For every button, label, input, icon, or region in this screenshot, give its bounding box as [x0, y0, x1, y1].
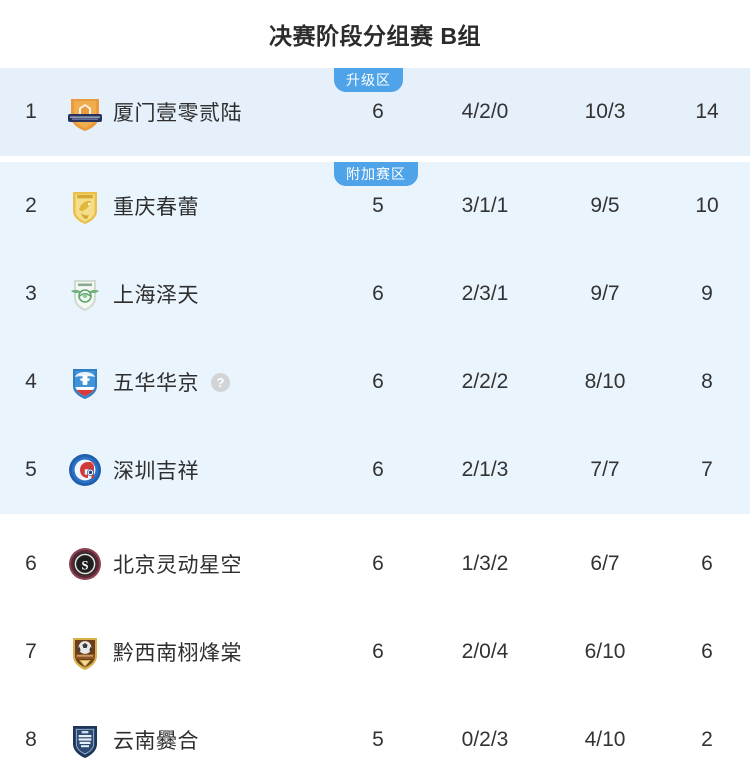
wuhua-shield-icon: [66, 363, 104, 401]
wdl-cell: 3/1/1: [461, 194, 509, 217]
team-name: 厦门壹零贰陆: [113, 102, 242, 125]
goals-cell: 8/10: [584, 370, 626, 393]
rank-cell: 5: [25, 458, 37, 481]
qianxinan-shield-icon: [66, 633, 104, 671]
shanghai-shield-icon: [66, 275, 104, 313]
wdl-cell: 2/2/2: [461, 370, 509, 393]
rank-cell: 8: [25, 728, 37, 751]
rank-cell: 4: [25, 370, 37, 393]
table-row[interactable]: 1 厦门壹零贰陆 6: [0, 68, 750, 156]
table-row[interactable]: 6 S 北京灵动星空 6 1/3/2: [0, 520, 750, 608]
shenzhen-circle-icon: [66, 451, 104, 489]
points-cell: 6: [701, 640, 713, 663]
goals-cell: 4/10: [584, 728, 626, 751]
team-name: 重庆春蕾: [113, 196, 199, 219]
played-cell: 5: [372, 194, 384, 217]
wdl-cell: 4/2/0: [461, 100, 509, 123]
plain-zone-block: 6 S 北京灵动星空 6 1/3/2: [0, 520, 750, 774]
played-cell: 6: [372, 100, 384, 123]
table-row[interactable]: 7: [0, 608, 750, 696]
points-cell: 14: [695, 100, 719, 123]
team-name: 深圳吉祥: [113, 460, 199, 483]
xiamen-shield-icon: [66, 93, 104, 131]
table-row[interactable]: 3 上海泽天: [0, 250, 750, 338]
goals-cell: 9/7: [590, 282, 620, 305]
zone-divider: [0, 514, 750, 520]
svg-text:S: S: [82, 559, 89, 573]
points-cell: 6: [701, 552, 713, 575]
team-name: 黔西南栩烽棠: [113, 642, 242, 665]
team-name: 云南爨合: [113, 730, 199, 753]
beijing-circle-icon: S: [66, 545, 104, 583]
team-cell[interactable]: 上海泽天: [62, 275, 332, 313]
team-cell[interactable]: 重庆春蕾: [62, 187, 332, 225]
page-header: 决赛阶段分组赛 B组: [0, 0, 750, 68]
page-title: 决赛阶段分组赛 B组: [269, 23, 481, 49]
question-mark-icon[interactable]: ?: [211, 372, 230, 392]
wdl-cell: 1/3/2: [461, 552, 509, 575]
team-name: 五华华京: [113, 372, 199, 395]
team-cell[interactable]: 五华华京 ?: [62, 363, 332, 401]
points-cell: 10: [695, 194, 719, 217]
team-cell[interactable]: 黔西南栩烽棠: [62, 633, 332, 671]
playoff-zone-badge: 附加赛区: [334, 162, 418, 186]
table-row[interactable]: 5 深圳吉祥 6: [0, 426, 750, 514]
played-cell: 6: [372, 640, 384, 663]
wdl-cell: 2/0/4: [461, 640, 509, 663]
team-cell[interactable]: 深圳吉祥: [62, 451, 332, 489]
goals-cell: 6/10: [584, 640, 626, 663]
wdl-cell: 0/2/3: [461, 728, 509, 751]
played-cell: 6: [372, 458, 384, 481]
table-row[interactable]: 8 云南爨合: [0, 696, 750, 774]
goals-cell: 7/7: [590, 458, 620, 481]
team-cell[interactable]: 云南爨合: [62, 721, 332, 759]
team-name: 北京灵动星空: [113, 554, 242, 577]
points-cell: 8: [701, 370, 713, 393]
played-cell: 6: [372, 282, 384, 305]
yunnan-shield-icon: [66, 721, 104, 759]
team-name: 上海泽天: [113, 284, 199, 307]
rank-cell: 6: [25, 552, 37, 575]
played-cell: 6: [372, 552, 384, 575]
goals-cell: 9/5: [590, 194, 620, 217]
table-row[interactable]: 2 重庆春蕾 5 3/1/1: [0, 162, 750, 250]
points-cell: 2: [701, 728, 713, 751]
played-cell: 5: [372, 728, 384, 751]
team-cell[interactable]: S 北京灵动星空: [62, 545, 332, 583]
standings-table: 升级区 1 厦门壹零贰陆: [0, 68, 750, 774]
wdl-cell: 2/3/1: [461, 282, 509, 305]
goals-cell: 10/3: [584, 100, 626, 123]
rank-cell: 7: [25, 640, 37, 663]
promotion-zone-block: 升级区 1 厦门壹零贰陆: [0, 68, 750, 156]
table-row[interactable]: 4 五华华京 ?: [0, 338, 750, 426]
playoff-zone-block: 附加赛区 2 重庆春蕾: [0, 162, 750, 514]
promotion-zone-badge: 升级区: [334, 68, 403, 92]
rank-cell: 1: [25, 100, 37, 123]
chongqing-shield-icon: [66, 187, 104, 225]
played-cell: 6: [372, 370, 384, 393]
team-cell[interactable]: 厦门壹零贰陆: [62, 93, 332, 131]
points-cell: 9: [701, 282, 713, 305]
rank-cell: 2: [25, 194, 37, 217]
zone-divider: [0, 156, 750, 162]
points-cell: 7: [701, 458, 713, 481]
goals-cell: 6/7: [590, 552, 620, 575]
wdl-cell: 2/1/3: [461, 458, 509, 481]
rank-cell: 3: [25, 282, 37, 305]
